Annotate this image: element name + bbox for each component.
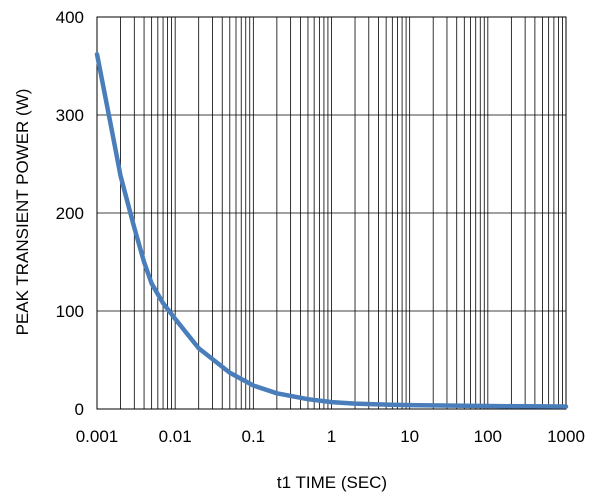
x-tick-label: 0.1 [242, 427, 266, 446]
x-tick-label: 1000 [547, 427, 585, 446]
x-tick-label: 0.01 [159, 427, 192, 446]
series-line-0 [94, 51, 569, 409]
y-tick-label: 300 [56, 106, 84, 125]
x-tick-label: 0.001 [76, 427, 119, 446]
x-axis-label: t1 TIME (SEC) [277, 473, 387, 492]
x-tick-label: 10 [400, 427, 419, 446]
plot-frame [96, 16, 567, 410]
y-tick-label: 0 [75, 400, 84, 419]
y-axis-label: PEAK TRANSIENT POWER (W) [13, 89, 32, 336]
y-tick-label: 400 [56, 8, 84, 27]
tick-labels: 0.001 0.01 0.1 1 10 100 1000 0 100 200 300 400 [56, 8, 585, 446]
x-tick-label: 100 [474, 427, 502, 446]
x-tick-label: 1 [327, 427, 336, 446]
grid [96, 16, 567, 410]
y-tick-label: 100 [56, 302, 84, 321]
y-tick-label: 200 [56, 204, 84, 223]
series-layer [94, 51, 569, 409]
